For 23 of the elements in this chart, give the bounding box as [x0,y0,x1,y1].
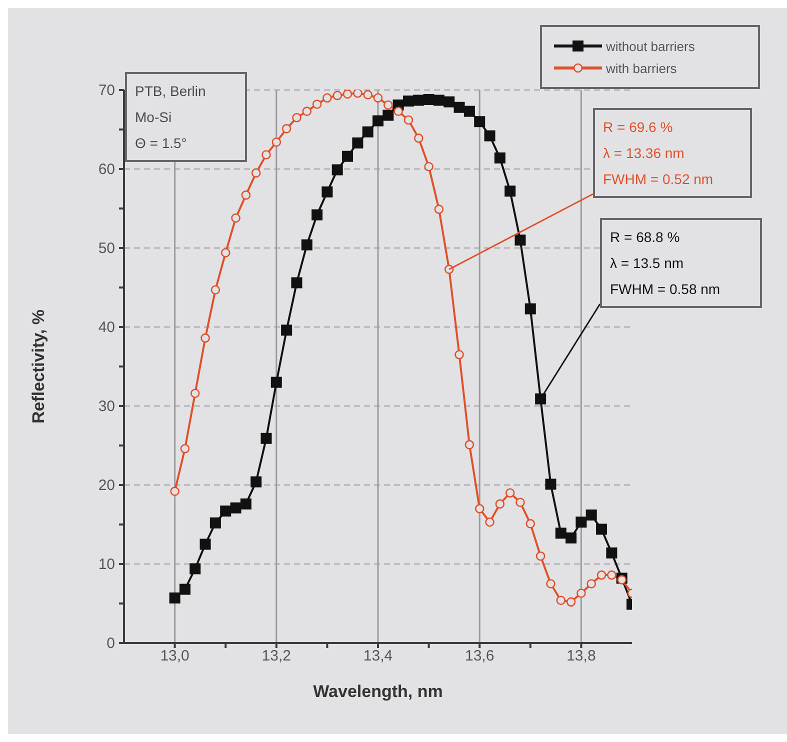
y-tick-label: 10 [98,556,115,573]
y-tick-label: 70 [98,82,115,99]
x-tick-label: 13,2 [262,648,291,665]
y-axis-title: Reflectivity, % [29,309,48,424]
annotation: PTB, Berlin Mo-Si Θ = 1.5° [135,82,207,153]
y-tick-label: 20 [98,477,115,494]
legend-label: without barriers [606,38,695,54]
text-box: R = 68.8 % λ = 13.5 nm FWHM = 0.58 nm [600,218,762,308]
x-tick-label: 13,6 [465,648,494,665]
x-tick-label: 13,0 [160,648,190,665]
x-tick-label: 13,4 [363,648,393,665]
text-box: R = 69.6 % λ = 13.36 nm FWHM = 0.52 nm [593,108,752,198]
y-tick-label: 50 [98,240,115,257]
annotation: R = 68.8 % λ = 13.5 nm FWHM = 0.58 nm [610,228,722,299]
annotation: R = 69.6 % λ = 13.36 nm FWHM = 0.52 nm [603,118,714,189]
y-tick-label: 30 [98,398,115,415]
y-tick-label: 0 [106,635,115,652]
y-tick-label: 40 [98,319,115,336]
legend-label: with barriers [606,60,677,76]
text-box: PTB, Berlin Mo-Si Θ = 1.5° [125,72,247,162]
x-tick-label: 13,8 [566,648,596,665]
y-tick-label: 60 [98,161,115,178]
x-axis-title: Wavelength, nm [313,682,443,702]
